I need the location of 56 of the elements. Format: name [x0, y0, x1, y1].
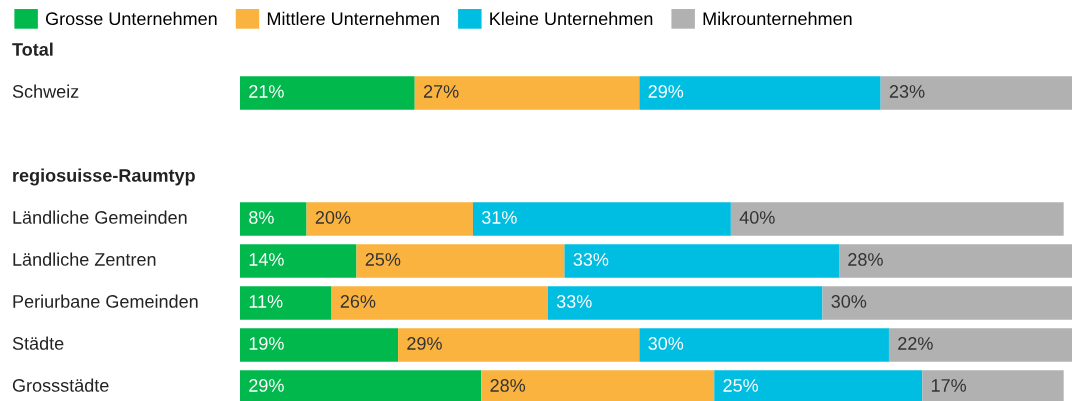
bar: [472, 202, 731, 236]
data-label: 26%: [340, 295, 376, 308]
bar: [306, 202, 473, 236]
data-label: 11%: [249, 295, 283, 308]
legend-label: Kleine Unternehmen: [490, 11, 653, 26]
data-label: 25%: [365, 253, 401, 266]
y-tick-label: Total: [12, 42, 53, 56]
data-label: 22%: [898, 337, 933, 350]
data-label: 28%: [490, 379, 526, 392]
bar: [639, 76, 881, 110]
bar: [547, 286, 823, 320]
y-tick-label: regiosuisse-Raumtyp: [13, 168, 195, 186]
y-tick-label: Grossstädte: [12, 378, 109, 392]
data-label: 31%: [481, 211, 517, 224]
y-tick-label: Ländliche Zentren: [13, 252, 156, 266]
y-tick-label: Schweiz: [12, 84, 79, 98]
bar: [356, 244, 565, 278]
data-label: 23%: [889, 85, 925, 98]
data-label: 40%: [739, 211, 775, 224]
data-label: 19%: [249, 337, 284, 350]
legend-label: Mikrounternehmen: [703, 11, 852, 26]
data-label: 33%: [556, 295, 592, 308]
bar: [639, 328, 889, 362]
bar: [564, 244, 840, 278]
data-label: 29%: [407, 337, 442, 350]
data-label: 14%: [249, 253, 284, 266]
legend-label: Mittlere Unternehmen: [267, 11, 439, 26]
data-label: 25%: [723, 379, 759, 392]
data-label: 17%: [931, 379, 967, 392]
data-label: 30%: [648, 337, 684, 350]
bar: [240, 244, 357, 278]
data-label: 29%: [648, 85, 684, 98]
bar: [414, 76, 640, 110]
data-label: 8%: [249, 211, 274, 224]
bar: [240, 286, 332, 320]
data-label: 21%: [249, 85, 284, 98]
data-label: 29%: [249, 379, 284, 392]
data-label: 33%: [573, 253, 609, 266]
bar: [888, 328, 1072, 362]
data-label: 28%: [848, 253, 883, 266]
y-tick-label: Ländliche Gemeinden: [13, 210, 187, 224]
data-label: 30%: [831, 295, 867, 308]
data-label: 20%: [315, 211, 351, 224]
bar: [880, 76, 1072, 110]
legend-label: Grosse Unternehmen: [45, 11, 217, 26]
bar: [240, 202, 307, 236]
bar: [730, 202, 1064, 236]
bar: [240, 328, 399, 362]
bar: [398, 328, 640, 362]
y-tick-label: Periurbane Gemeinden: [13, 294, 198, 308]
bar: [839, 244, 1072, 278]
data-label: 27%: [423, 85, 459, 98]
bar: [331, 286, 548, 320]
bar: [240, 76, 415, 110]
y-tick-label: Städte: [12, 336, 64, 350]
bar: [822, 286, 1072, 320]
